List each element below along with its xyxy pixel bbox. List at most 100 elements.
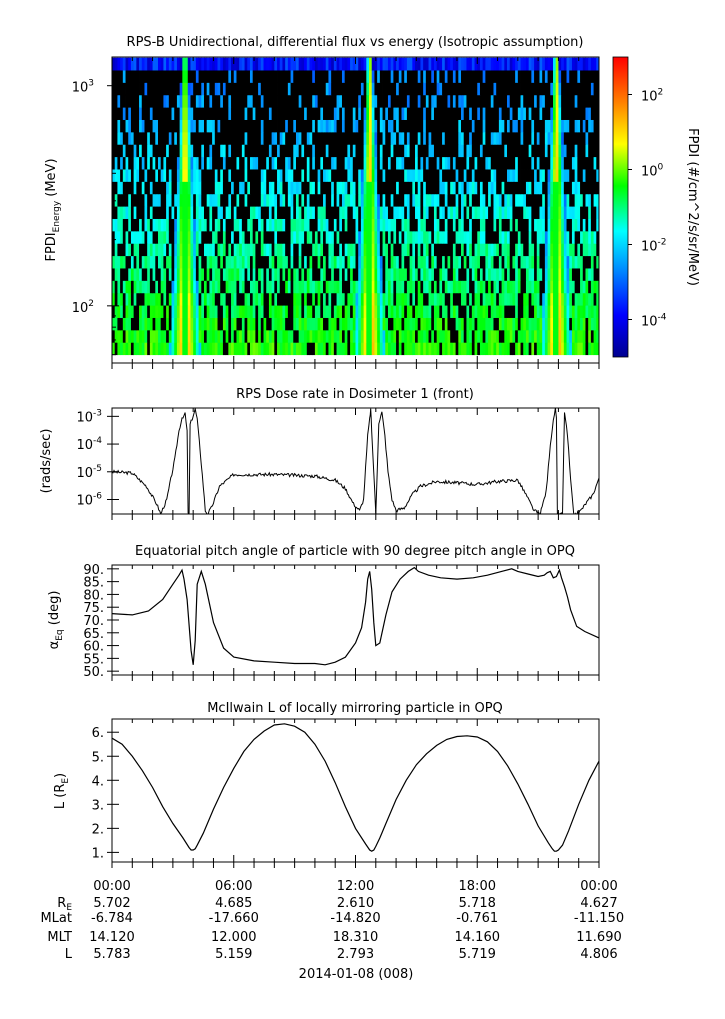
- spectrogram-cell: [507, 218, 511, 232]
- spectrogram-cell: [274, 57, 278, 71]
- spectrogram-cell: [298, 119, 302, 133]
- spectrogram-cell: [458, 181, 462, 195]
- spectrogram-cell: [217, 119, 221, 133]
- spectrogram-cell: [574, 317, 578, 331]
- spectrogram-cell: [387, 206, 392, 219]
- spectrogram-cell: [217, 305, 221, 318]
- spectrogram-cell: [166, 57, 170, 71]
- spectrogram-cell: [203, 70, 208, 83]
- spectrogram-cell: [550, 280, 554, 294]
- spectrogram-cell: [469, 342, 473, 356]
- spectrogram-cell: [387, 218, 392, 232]
- spectrogram-cell: [220, 144, 224, 158]
- spectrogram-cell: [387, 169, 392, 182]
- spectrogram-cell: [561, 107, 565, 120]
- spectrogram-cell: [593, 181, 597, 195]
- spectrogram-cell: [488, 70, 492, 83]
- spectrogram-cell: [301, 243, 305, 257]
- spectrogram-cell: [577, 342, 581, 356]
- spectrogram-cell: [442, 144, 446, 158]
- spectrogram-cell: [306, 193, 310, 207]
- spectrogram-cell: [277, 268, 281, 281]
- spectrogram-cell: [355, 70, 359, 83]
- spectrogram-cell: [220, 329, 224, 343]
- spectrogram-cell: [252, 268, 256, 281]
- spectrogram-cell: [112, 156, 116, 170]
- spectrogram-cell: [341, 181, 346, 195]
- spectrogram-cell: [290, 119, 294, 133]
- spectrogram-cell: [404, 169, 408, 182]
- spectrogram-cell: [260, 218, 264, 232]
- spectrogram-cell: [312, 292, 316, 306]
- spectrogram-cell: [171, 119, 175, 133]
- spectrogram-cell: [225, 342, 229, 356]
- spectrogram-cell: [569, 230, 573, 244]
- spectrogram-cell: [436, 305, 440, 318]
- spectrogram-cell: [371, 107, 375, 120]
- spectrogram-cell: [201, 305, 205, 318]
- spectrogram-cell: [298, 305, 302, 318]
- spectrogram-cell: [179, 243, 183, 257]
- spectrogram-cell: [314, 268, 319, 281]
- spectrogram-cell: [333, 107, 337, 120]
- spectrogram-cell: [425, 255, 429, 269]
- spectrogram-cell: [582, 119, 586, 133]
- spectrogram-cell: [452, 243, 457, 257]
- spectrogram-cell: [241, 280, 245, 294]
- spectrogram-cell: [580, 329, 584, 343]
- spectrogram-cell: [328, 268, 332, 281]
- spectrogram-cell: [155, 119, 159, 133]
- spectrogram-cell: [258, 206, 262, 219]
- spectrogram-cell: [128, 218, 132, 232]
- spectrogram-cell: [536, 230, 540, 244]
- spectrogram-cell: [596, 206, 600, 219]
- spectrogram-cell: [255, 218, 259, 232]
- spectrogram-cell: [344, 82, 348, 96]
- spectrogram-cell: [425, 94, 429, 108]
- ephemeris-row: MLat -6.784 -17.660 -14.820 -0.761 -11.1…: [40, 911, 624, 926]
- ephemeris-value: -11.150: [574, 911, 624, 926]
- spectrogram-cell: [258, 268, 262, 281]
- spectrogram-cell: [574, 255, 578, 269]
- spectrogram-cell: [577, 329, 581, 343]
- spectrogram-cell: [174, 144, 178, 158]
- spectrogram-cell: [390, 243, 394, 257]
- spectrogram-cell: [523, 193, 527, 207]
- spectrogram-cell: [163, 268, 167, 281]
- spectrogram-cell: [442, 94, 446, 108]
- spectrogram-cell: [371, 57, 375, 71]
- spectrogram-cell: [517, 280, 521, 294]
- spectrogram-cell: [539, 230, 543, 244]
- spectrogram-cell: [255, 156, 259, 170]
- spectrogram-cell: [398, 230, 402, 244]
- spectrogram-cell: [190, 94, 194, 108]
- spectrogram-cell: [252, 342, 256, 356]
- spectrogram-cell: [217, 181, 221, 195]
- spectrogram-cell: [420, 131, 424, 145]
- spectrogram-cell: [314, 70, 319, 83]
- spectrogram-cell: [298, 156, 302, 170]
- spectrogram-cell: [515, 280, 519, 294]
- spectrogram-cell: [382, 70, 386, 83]
- spectrogram-cell: [525, 57, 530, 71]
- spectrogram-cell: [417, 206, 421, 219]
- spectrogram-cell: [377, 268, 381, 281]
- spectrogram-cell: [528, 230, 532, 244]
- spectrogram-cell: [409, 280, 413, 294]
- spectrogram-cell: [185, 82, 189, 96]
- spectrogram-cell: [201, 82, 205, 96]
- spectrogram-cell: [320, 206, 324, 219]
- spectrogram-cell: [271, 156, 275, 170]
- spectrogram-cell: [366, 82, 370, 96]
- spectrogram-cell: [390, 82, 394, 96]
- spectrogram-cell: [558, 70, 562, 83]
- spectrogram-cell: [174, 243, 178, 257]
- spectrogram-cell: [577, 255, 581, 269]
- pitch-angle-title: Equatorial pitch angle of particle with …: [135, 544, 575, 559]
- spectrogram-cell: [301, 144, 305, 158]
- spectrogram-cell: [471, 218, 475, 232]
- spectrogram-cell: [147, 329, 151, 343]
- spectrogram-cell: [141, 144, 145, 158]
- spectrogram-cell: [304, 317, 308, 331]
- spectrogram-cell: [236, 342, 240, 356]
